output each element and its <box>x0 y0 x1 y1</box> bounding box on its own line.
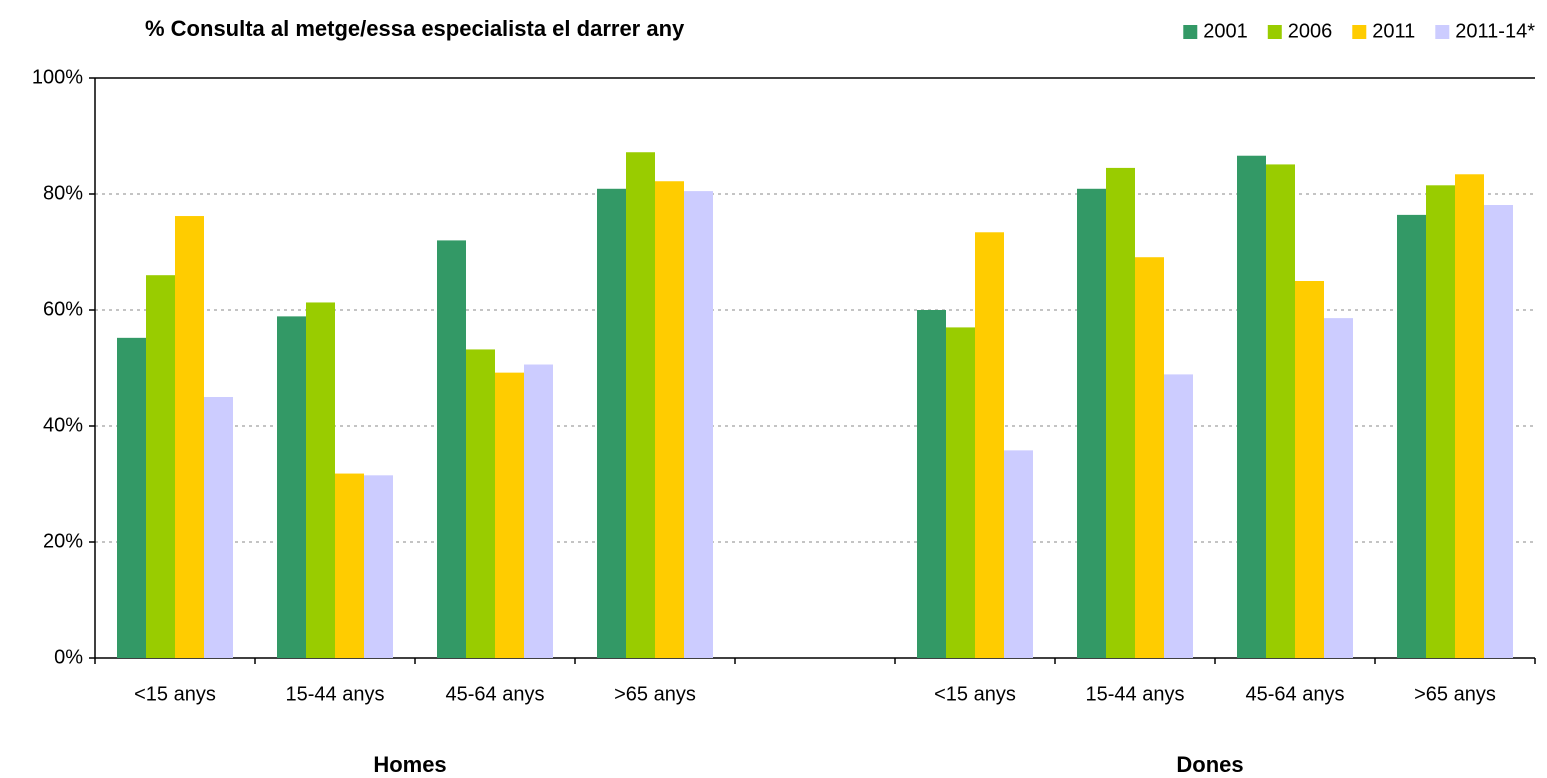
bar <box>1106 167 1135 658</box>
bar <box>1077 188 1106 658</box>
legend-swatch <box>1435 25 1450 39</box>
legend-label: 2011-14* <box>1455 20 1535 42</box>
bar <box>335 473 364 658</box>
bar <box>524 364 553 658</box>
legend-swatch <box>1352 25 1367 39</box>
group-label: Dones <box>1176 752 1243 777</box>
bar <box>684 191 713 658</box>
bar <box>626 152 655 659</box>
legend-label: 2011 <box>1372 20 1415 42</box>
bar <box>175 216 204 659</box>
x-tick-label: 15-44 anys <box>1086 683 1185 705</box>
legend-swatch <box>1183 25 1198 39</box>
bar <box>466 349 495 658</box>
bar <box>655 181 684 659</box>
bar <box>1455 174 1484 658</box>
x-tick-label: >65 anys <box>614 683 696 705</box>
bar <box>1237 155 1266 658</box>
bar <box>975 232 1004 658</box>
x-tick-label: >65 anys <box>1414 683 1496 705</box>
bar <box>1004 450 1033 658</box>
bar <box>277 316 306 658</box>
legend-label: 2006 <box>1288 20 1333 42</box>
x-tick-label: 45-64 anys <box>1246 683 1345 705</box>
y-tick-label: 40% <box>43 414 83 436</box>
bar <box>117 337 146 658</box>
y-tick-label: 80% <box>43 182 83 204</box>
bar <box>917 310 946 658</box>
x-tick-label: <15 anys <box>134 683 216 705</box>
y-tick-label: 0% <box>54 646 83 668</box>
bar <box>146 275 175 658</box>
x-tick-label: <15 anys <box>934 683 1016 705</box>
y-tick-label: 60% <box>43 298 83 320</box>
y-tick-label: 20% <box>43 530 83 552</box>
bar <box>1324 318 1353 658</box>
bar <box>1426 185 1455 659</box>
bar <box>1135 257 1164 658</box>
bar <box>437 240 466 658</box>
group-label: Homes <box>373 752 446 777</box>
legend-label: 2001 <box>1203 20 1248 42</box>
bar <box>1266 164 1295 659</box>
legend-swatch <box>1267 25 1282 39</box>
bar <box>1397 214 1426 658</box>
bar <box>1164 374 1193 658</box>
bar <box>1484 205 1513 658</box>
bar <box>204 397 233 658</box>
y-tick-label: 100% <box>32 66 83 88</box>
bar <box>946 327 975 658</box>
chart-title: % Consulta al metge/essa especialista el… <box>145 16 685 41</box>
x-tick-label: 45-64 anys <box>446 683 545 705</box>
bar <box>1295 281 1324 658</box>
bar <box>306 302 335 658</box>
bar <box>495 372 524 658</box>
x-tick-label: 15-44 anys <box>286 683 385 705</box>
bar <box>597 188 626 658</box>
bar <box>364 475 393 658</box>
